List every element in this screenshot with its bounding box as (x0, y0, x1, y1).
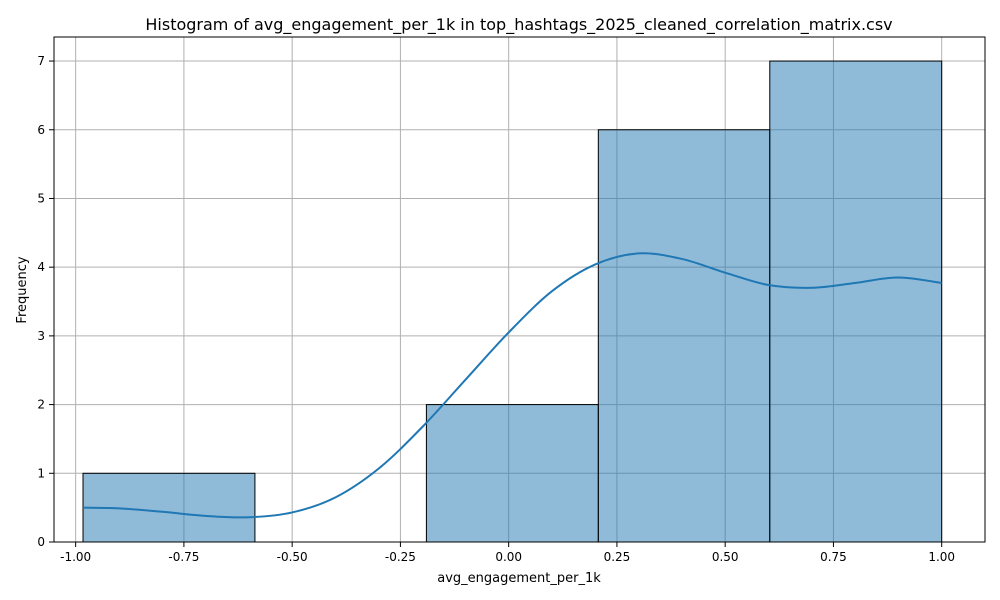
y-axis-label: Frequency (15, 256, 30, 323)
y-tick-label: 3 (37, 329, 45, 343)
chart-title: Histogram of avg_engagement_per_1k in to… (145, 15, 892, 35)
x-tick-label: -0.50 (277, 550, 308, 564)
x-tick-label: 0.50 (712, 550, 739, 564)
y-axis-ticks: 0 1 2 3 4 5 6 7 (37, 54, 54, 549)
x-tick-label: 0.75 (820, 550, 847, 564)
x-tick-label: 0.25 (604, 550, 631, 564)
y-tick-label: 1 (37, 466, 45, 480)
y-tick-label: 7 (37, 54, 45, 68)
x-tick-label: 1.00 (928, 550, 955, 564)
x-axis-label: avg_engagement_per_1k (437, 571, 601, 586)
histogram-bar-3 (425, 404, 599, 543)
plot-frame (53, 36, 986, 543)
y-tick-label: 6 (37, 123, 45, 137)
histogram-bars (82, 60, 943, 543)
y-tick-label: 5 (37, 191, 45, 205)
histogram-bar-4 (597, 129, 771, 543)
y-tick-label: 2 (37, 398, 45, 412)
y-tick-label: 4 (37, 260, 45, 274)
x-tick-label: -0.25 (385, 550, 416, 564)
histogram-bar-5 (769, 60, 943, 543)
x-tick-label: -1.00 (60, 550, 91, 564)
x-tick-label: 0.00 (495, 550, 522, 564)
y-tick-label: 0 (37, 535, 45, 549)
kde-curve (82, 252, 942, 519)
x-tick-label: -0.75 (168, 550, 199, 564)
x-axis-ticks: -1.00 -0.75 -0.50 -0.25 0.00 0.25 0.50 0.75 1.00 (60, 542, 955, 564)
